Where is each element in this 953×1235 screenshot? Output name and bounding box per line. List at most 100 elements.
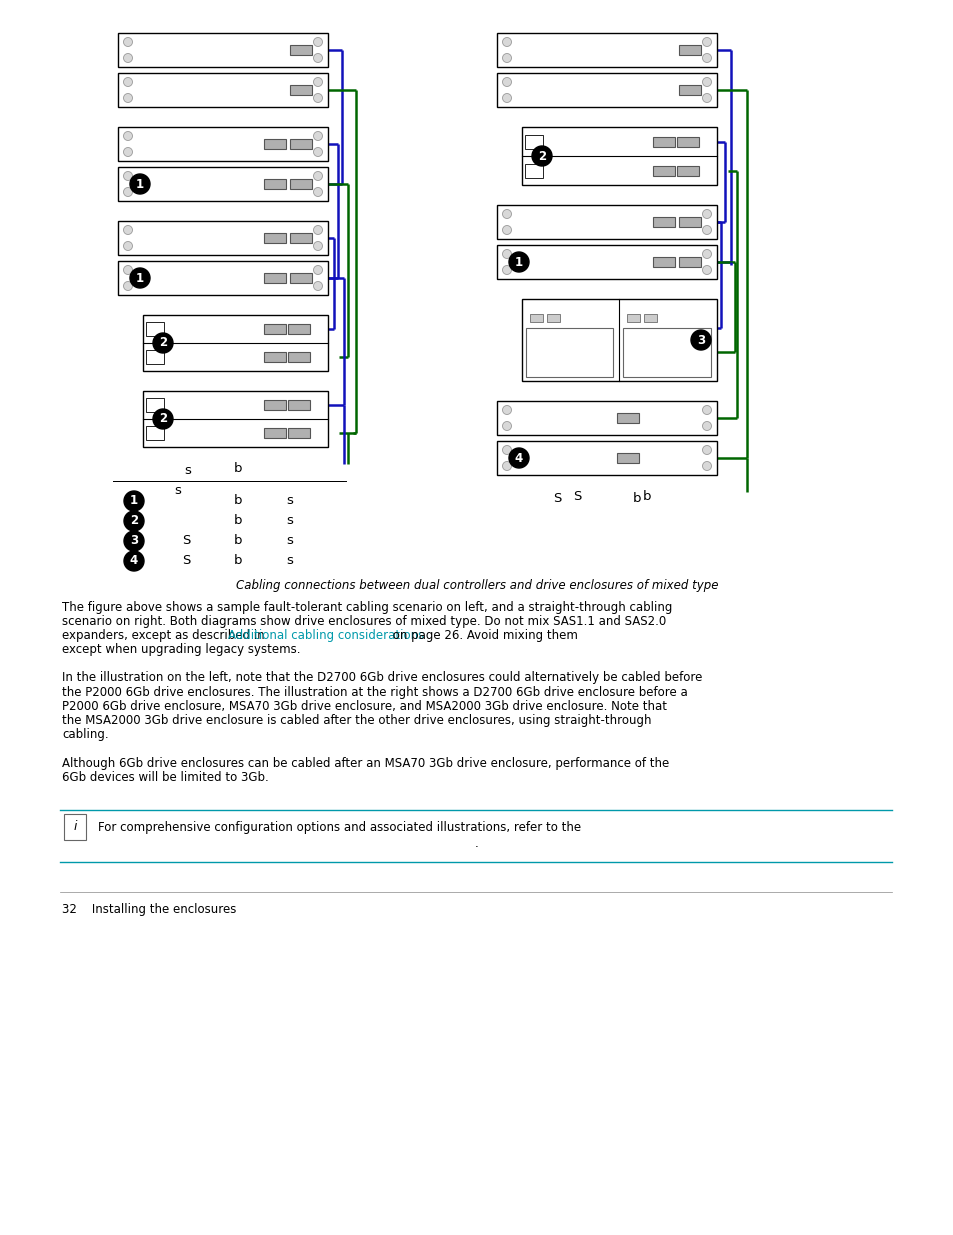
Bar <box>290 273 312 283</box>
Bar <box>143 315 328 370</box>
Text: cabling.: cabling. <box>62 729 109 741</box>
Text: s: s <box>174 484 181 498</box>
Circle shape <box>701 226 711 235</box>
Bar <box>288 324 310 333</box>
Bar <box>146 398 164 412</box>
Circle shape <box>314 147 322 157</box>
Circle shape <box>123 78 132 86</box>
Bar <box>677 137 699 147</box>
Bar <box>525 327 613 377</box>
Circle shape <box>502 266 511 274</box>
Bar <box>64 814 86 840</box>
Bar <box>530 314 542 322</box>
Bar <box>627 314 639 322</box>
Text: S: S <box>572 490 580 504</box>
Bar <box>264 429 286 438</box>
Bar <box>497 73 717 107</box>
Circle shape <box>314 242 322 251</box>
Circle shape <box>124 492 144 511</box>
Circle shape <box>690 330 710 350</box>
Text: 1: 1 <box>515 256 522 268</box>
Text: b: b <box>233 555 242 568</box>
Circle shape <box>509 448 529 468</box>
Text: Although 6Gb drive enclosures can be cabled after an MSA70 3Gb drive enclosure, : Although 6Gb drive enclosures can be cab… <box>62 757 669 769</box>
Bar <box>524 163 542 178</box>
Circle shape <box>502 421 511 431</box>
Circle shape <box>701 446 711 454</box>
Circle shape <box>701 53 711 63</box>
Text: on page 26. Avoid mixing them: on page 26. Avoid mixing them <box>389 629 578 642</box>
Bar <box>652 137 675 147</box>
Bar <box>677 165 699 175</box>
Text: b: b <box>632 493 640 505</box>
Bar <box>497 401 717 435</box>
Circle shape <box>314 226 322 235</box>
Circle shape <box>502 37 511 47</box>
Text: the MSA2000 3Gb drive enclosure is cabled after the other drive enclosures, usin: the MSA2000 3Gb drive enclosure is cable… <box>62 714 651 727</box>
Circle shape <box>314 78 322 86</box>
Bar <box>288 429 310 438</box>
Text: 6Gb devices will be limited to 3Gb.: 6Gb devices will be limited to 3Gb. <box>62 771 269 784</box>
Circle shape <box>124 511 144 531</box>
Circle shape <box>502 249 511 258</box>
Text: 32    Installing the enclosures: 32 Installing the enclosures <box>62 903 236 916</box>
Circle shape <box>701 462 711 471</box>
Circle shape <box>701 405 711 415</box>
Circle shape <box>314 172 322 180</box>
Bar <box>617 412 639 424</box>
Text: 1: 1 <box>135 272 144 284</box>
Text: .: . <box>475 837 478 850</box>
Bar <box>521 299 717 382</box>
Text: 4: 4 <box>130 555 138 568</box>
Text: For comprehensive configuration options and associated illustrations, refer to t: For comprehensive configuration options … <box>98 821 580 834</box>
Bar <box>264 273 286 283</box>
Bar <box>679 217 700 227</box>
Text: except when upgrading legacy systems.: except when upgrading legacy systems. <box>62 643 300 656</box>
Text: 2: 2 <box>159 336 167 350</box>
Text: s: s <box>286 494 294 508</box>
Bar <box>118 261 328 295</box>
Bar <box>146 426 164 440</box>
Circle shape <box>532 146 552 165</box>
Bar <box>290 44 312 56</box>
Circle shape <box>130 174 150 194</box>
Text: 1: 1 <box>135 178 144 190</box>
Circle shape <box>123 131 132 141</box>
Bar <box>652 217 675 227</box>
Text: Cabling connections between dual controllers and drive enclosures of mixed type: Cabling connections between dual control… <box>235 578 718 592</box>
Circle shape <box>502 94 511 103</box>
Text: P2000 6Gb drive enclosure, MSA70 3Gb drive enclosure, and MSA2000 3Gb drive encl: P2000 6Gb drive enclosure, MSA70 3Gb dri… <box>62 700 666 713</box>
Bar <box>497 205 717 240</box>
Circle shape <box>509 252 529 272</box>
Text: 4: 4 <box>515 452 522 464</box>
Bar <box>264 233 286 243</box>
Text: i: i <box>73 820 76 834</box>
Circle shape <box>314 188 322 196</box>
Bar <box>290 179 312 189</box>
Circle shape <box>701 210 711 219</box>
Bar <box>264 324 286 333</box>
Bar <box>497 245 717 279</box>
Bar <box>143 391 328 447</box>
Text: 2: 2 <box>159 412 167 426</box>
Text: S: S <box>552 493 560 505</box>
Circle shape <box>123 226 132 235</box>
Text: 2: 2 <box>130 515 138 527</box>
Text: s: s <box>286 515 294 527</box>
Bar <box>146 322 164 336</box>
Bar <box>264 352 286 362</box>
Text: 1: 1 <box>130 494 138 508</box>
Circle shape <box>123 53 132 63</box>
Circle shape <box>502 462 511 471</box>
Bar <box>264 400 286 410</box>
Bar <box>679 257 700 267</box>
Text: b: b <box>233 515 242 527</box>
Bar <box>264 179 286 189</box>
Bar <box>652 165 675 175</box>
Text: S: S <box>182 535 190 547</box>
Bar <box>679 85 700 95</box>
Circle shape <box>123 37 132 47</box>
Circle shape <box>314 266 322 274</box>
Bar <box>521 127 717 185</box>
Text: s: s <box>286 555 294 568</box>
